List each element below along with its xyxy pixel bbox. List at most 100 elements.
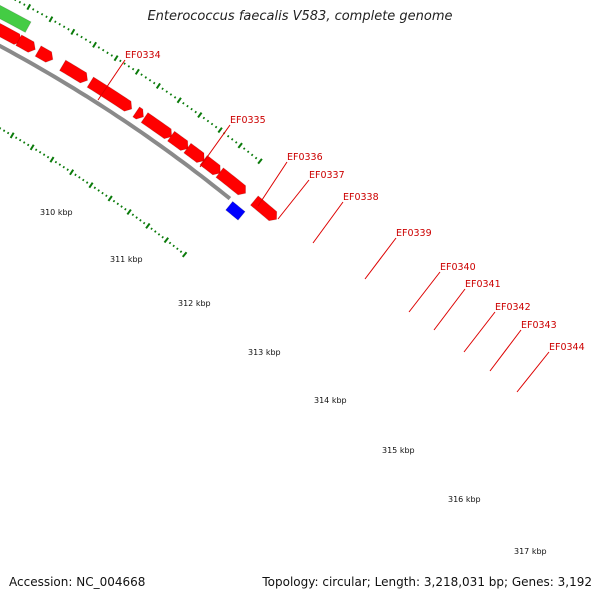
gene-label[interactable]: EF0336	[287, 152, 323, 163]
gene-label[interactable]: EF0338	[343, 192, 379, 203]
tick-mark	[173, 96, 177, 99]
gene-feature[interactable]	[183, 142, 205, 164]
gene-label[interactable]: EF0335	[230, 115, 266, 126]
tick-mark	[150, 227, 153, 230]
tick-mark	[127, 65, 131, 68]
tick-mark	[97, 189, 100, 192]
tick-mark	[152, 81, 156, 85]
tick-mark	[32, 8, 35, 11]
gene-feature[interactable]	[0, 0, 32, 33]
tick-mark	[250, 153, 254, 157]
tick-mark	[62, 165, 65, 169]
tick-mark	[179, 250, 183, 253]
genome-backbone	[0, 43, 232, 201]
inner-tick-track	[0, 127, 188, 258]
gene-feature[interactable]	[15, 34, 36, 53]
tick-mark	[126, 209, 132, 216]
gene-feature[interactable]	[215, 167, 246, 196]
tick-mark	[186, 104, 189, 108]
tick-mark	[97, 46, 101, 49]
tick-mark	[217, 127, 223, 134]
tick-mark	[105, 194, 108, 198]
tick-mark	[154, 230, 157, 233]
gene-feature[interactable]	[59, 59, 88, 84]
gene-label[interactable]: EF0344	[549, 342, 585, 353]
gene-feature[interactable]	[166, 130, 189, 151]
tick-mark	[182, 101, 185, 105]
kbp-label: 316 kbp	[448, 495, 481, 504]
kbp-label-group: 310 kbp 311 kbp 312 kbp 313 kbp 314 kbp 315 k…	[40, 208, 547, 556]
gene-feature[interactable]	[249, 195, 278, 222]
tick-mark	[54, 160, 58, 164]
tick-mark	[67, 28, 70, 31]
tick-mark	[36, 10, 39, 14]
gene-label[interactable]: EF0343	[521, 320, 557, 331]
tick-mark	[124, 207, 127, 211]
tick-mark	[120, 205, 123, 208]
tick-mark	[18, 0, 22, 4]
tick-mark	[237, 142, 243, 149]
tick-mark	[101, 48, 105, 52]
tick-mark	[155, 82, 161, 89]
tick-mark	[92, 41, 97, 48]
topology-text: Topology: circular; Length: 3,218,031 bp…	[262, 575, 592, 589]
tick-mark	[38, 150, 42, 154]
gene-label[interactable]: EF0341	[465, 279, 501, 290]
gene-label[interactable]: EF0337	[309, 170, 345, 181]
tick-mark	[54, 20, 57, 24]
tick-mark	[40, 13, 44, 16]
tick-mark	[9, 132, 15, 139]
kbp-label: 310 kbp	[40, 208, 73, 217]
callout-line	[257, 161, 288, 207]
tick-mark	[18, 138, 22, 142]
tick-mark	[139, 219, 142, 222]
tick-mark	[84, 38, 88, 41]
tick-mark	[106, 51, 109, 55]
feature-group	[0, 0, 278, 222]
kbp-label: 313 kbp	[248, 348, 281, 357]
tick-mark	[110, 54, 113, 57]
gene-feature[interactable]	[225, 200, 246, 221]
tick-mark	[0, 127, 2, 130]
gene-label[interactable]: EF0334	[125, 50, 161, 61]
tick-mark	[6, 131, 10, 135]
tick-mark	[82, 178, 85, 182]
tick-mark	[116, 202, 120, 206]
tick-mark	[176, 97, 182, 104]
tick-mark	[80, 35, 83, 39]
tick-mark	[169, 93, 173, 96]
kbp-label: 311 kbp	[110, 255, 143, 264]
tick-mark	[214, 125, 218, 129]
tick-mark	[206, 119, 210, 123]
tick-mark	[161, 235, 164, 239]
gene-label[interactable]: EF0340	[440, 262, 476, 273]
tick-mark	[78, 176, 81, 179]
kbp-label: 312 kbp	[178, 299, 211, 308]
gene-label[interactable]: EF0342	[495, 302, 531, 313]
tick-mark	[46, 155, 50, 159]
gene-feature[interactable]	[132, 106, 144, 120]
tick-mark	[42, 153, 46, 156]
accession-text: Accession: NC_004668	[9, 575, 146, 589]
kbp-label: 317 kbp	[514, 547, 547, 556]
tick-mark	[181, 251, 188, 258]
gene-feature[interactable]	[34, 45, 54, 63]
map-title: Enterococcus faecalis V583, complete gen…	[147, 9, 453, 24]
callout-line	[408, 271, 441, 313]
gene-label[interactable]: EF0339	[396, 228, 432, 239]
tick-mark	[26, 143, 30, 147]
tick-mark	[163, 237, 169, 244]
gene-feature[interactable]	[86, 76, 133, 112]
tick-mark	[134, 68, 140, 75]
tick-mark	[26, 3, 32, 11]
tick-mark	[246, 150, 250, 154]
callout-line	[199, 124, 231, 168]
tick-mark	[101, 191, 104, 195]
tick-mark	[58, 22, 61, 26]
tick-mark	[210, 122, 214, 126]
gene-feature[interactable]	[140, 112, 173, 140]
outer-tick-track	[14, 0, 263, 165]
tick-mark	[22, 141, 26, 144]
callout-line	[277, 179, 310, 220]
